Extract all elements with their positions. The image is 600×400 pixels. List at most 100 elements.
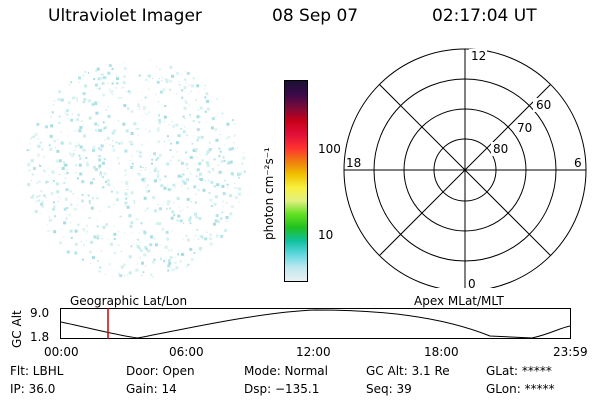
uv-speckle <box>148 111 150 114</box>
uv-speckle <box>72 130 74 132</box>
uv-speckle <box>189 172 191 174</box>
uv-speckle <box>227 161 231 165</box>
uv-speckle <box>226 122 230 126</box>
uv-speckle <box>182 130 186 134</box>
uv-speckle <box>125 181 129 185</box>
altitude-curve <box>60 309 571 339</box>
uv-speckle <box>208 148 212 152</box>
uv-speckle <box>70 118 74 122</box>
uv-speckle <box>46 181 49 183</box>
uv-speckle <box>167 184 169 186</box>
uv-speckle <box>201 159 205 163</box>
uv-speckle <box>193 239 195 240</box>
uv-speckle <box>46 224 48 226</box>
uv-speckle <box>222 200 224 202</box>
mlt-label-6: 6 <box>574 156 582 170</box>
uv-speckle <box>138 109 140 110</box>
uv-speckle <box>187 263 190 266</box>
uv-speckle <box>39 164 40 166</box>
uv-speckle <box>113 186 115 188</box>
uv-speckle <box>181 185 183 187</box>
uv-speckle <box>69 229 73 233</box>
uv-speckle <box>103 73 104 75</box>
uv-speckle <box>115 87 117 89</box>
uv-speckle <box>121 86 124 89</box>
uv-speckle <box>155 222 158 225</box>
uv-speckle <box>85 233 87 235</box>
uv-speckle <box>158 122 161 124</box>
uv-speckle <box>101 238 103 240</box>
uv-speckle <box>154 179 157 183</box>
uv-speckle <box>192 149 196 152</box>
uv-speckle <box>73 207 77 211</box>
uv-speckle <box>183 222 185 224</box>
mlt-label-12: 12 <box>471 49 486 63</box>
uv-speckle <box>197 109 199 111</box>
uv-speckle <box>183 106 187 110</box>
uv-speckle <box>229 212 233 216</box>
uv-speckle <box>113 238 116 240</box>
uv-speckle <box>103 158 106 161</box>
uv-speckle <box>184 126 186 128</box>
uv-speckle <box>148 80 150 82</box>
uv-speckle <box>137 134 139 136</box>
uv-speckle <box>164 105 167 107</box>
uv-speckle <box>81 180 85 184</box>
uv-speckle <box>139 256 142 259</box>
uv-speckle <box>95 129 98 132</box>
uv-speckle <box>156 170 160 174</box>
uv-speckle <box>111 82 114 85</box>
uv-speckle <box>230 205 234 209</box>
uv-speckle <box>122 81 126 85</box>
uv-speckle <box>53 230 57 234</box>
uv-speckle <box>42 169 46 173</box>
uv-speckle <box>137 173 139 174</box>
uv-speckle <box>158 153 162 157</box>
uv-speckle <box>165 256 167 258</box>
uv-speckle <box>99 173 103 177</box>
uv-speckle <box>171 74 175 78</box>
uv-speckle <box>113 232 117 236</box>
uv-speckle <box>97 101 99 103</box>
uv-speckle <box>192 157 194 159</box>
uv-speckle <box>144 169 146 171</box>
uv-speckle <box>217 172 220 175</box>
uv-speckle <box>171 121 173 123</box>
uv-speckle <box>221 211 224 214</box>
uv-speckle <box>193 252 196 254</box>
uv-speckle <box>39 213 41 215</box>
uv-speckle <box>186 82 187 84</box>
uv-speckle <box>130 132 134 135</box>
uv-speckle <box>155 93 157 95</box>
uv-speckle <box>196 139 199 142</box>
uv-speckle <box>186 167 189 170</box>
uv-speckle <box>214 185 215 187</box>
uv-speckle <box>72 153 75 155</box>
uv-speckle <box>69 152 72 155</box>
uv-speckle <box>44 196 47 199</box>
uv-speckle <box>215 138 219 142</box>
uv-speckle <box>143 177 147 181</box>
uv-speckle <box>223 159 226 162</box>
uv-speckle <box>108 88 111 91</box>
uv-speckle <box>85 156 88 159</box>
uv-speckle <box>106 136 110 140</box>
uv-speckle <box>100 173 102 175</box>
uv-speckle <box>127 189 129 190</box>
uv-speckle <box>59 173 61 175</box>
uv-speckle <box>64 163 68 167</box>
uv-speckle <box>170 216 174 220</box>
uv-speckle <box>128 255 132 259</box>
uv-speckle <box>150 171 152 173</box>
uv-speckle <box>152 237 155 240</box>
uv-speckle <box>37 144 41 148</box>
uv-speckle <box>126 91 128 93</box>
uv-speckle <box>48 105 50 107</box>
uv-speckle <box>75 164 78 167</box>
uv-speckle <box>136 245 140 249</box>
uv-speckle <box>27 162 31 166</box>
uv-speckle <box>79 157 82 160</box>
uv-speckle <box>84 70 87 73</box>
uv-speckle <box>198 247 202 250</box>
uv-speckle <box>229 194 232 198</box>
